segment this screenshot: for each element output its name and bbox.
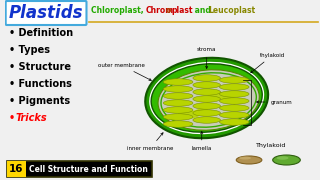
- Ellipse shape: [193, 110, 220, 116]
- Ellipse shape: [220, 119, 249, 125]
- Ellipse shape: [193, 89, 220, 95]
- FancyBboxPatch shape: [7, 161, 26, 177]
- Ellipse shape: [277, 156, 288, 160]
- Ellipse shape: [239, 156, 251, 159]
- Ellipse shape: [220, 98, 249, 104]
- Text: • Functions: • Functions: [9, 79, 71, 89]
- Ellipse shape: [193, 75, 220, 81]
- Ellipse shape: [163, 79, 193, 85]
- Text: •: •: [9, 113, 18, 123]
- Text: Chrom: Chrom: [146, 6, 174, 15]
- Text: Thylakoid: Thylakoid: [256, 143, 286, 147]
- Text: o: o: [165, 6, 171, 15]
- Ellipse shape: [220, 77, 249, 83]
- Text: stroma: stroma: [197, 47, 216, 68]
- Text: 16: 16: [9, 164, 24, 174]
- Ellipse shape: [163, 93, 193, 99]
- Ellipse shape: [193, 103, 220, 109]
- Text: • Definition: • Definition: [9, 28, 73, 38]
- Text: lamella: lamella: [192, 132, 212, 150]
- Ellipse shape: [163, 86, 193, 92]
- Text: • Pigments: • Pigments: [9, 96, 70, 106]
- Ellipse shape: [145, 58, 268, 138]
- FancyBboxPatch shape: [6, 1, 86, 25]
- Text: Cell Structure and Function: Cell Structure and Function: [29, 165, 148, 174]
- Text: Tricks: Tricks: [16, 113, 47, 123]
- Ellipse shape: [236, 156, 262, 164]
- Ellipse shape: [193, 82, 220, 88]
- Ellipse shape: [163, 100, 193, 106]
- Text: plast: plast: [171, 6, 193, 15]
- Ellipse shape: [163, 107, 193, 113]
- Ellipse shape: [193, 96, 220, 102]
- Text: Plastids: Plastids: [9, 4, 83, 22]
- Ellipse shape: [163, 121, 193, 127]
- Text: and: and: [192, 6, 213, 15]
- Text: • Structure: • Structure: [9, 62, 71, 72]
- Ellipse shape: [220, 84, 249, 90]
- Text: granum: granum: [257, 100, 292, 105]
- Ellipse shape: [220, 91, 249, 97]
- Text: Leucoplast: Leucoplast: [209, 6, 256, 15]
- Text: • Types: • Types: [9, 45, 50, 55]
- FancyBboxPatch shape: [7, 161, 153, 177]
- Ellipse shape: [158, 70, 259, 130]
- Text: outer membrane: outer membrane: [98, 62, 151, 80]
- Text: thylakoid: thylakoid: [251, 53, 285, 73]
- Ellipse shape: [273, 155, 300, 165]
- Ellipse shape: [151, 64, 262, 132]
- Ellipse shape: [161, 73, 256, 127]
- Text: Chloroplast,: Chloroplast,: [92, 6, 147, 15]
- Ellipse shape: [149, 62, 264, 134]
- Text: inner membrane: inner membrane: [127, 133, 174, 150]
- Ellipse shape: [193, 117, 220, 123]
- Ellipse shape: [220, 105, 249, 111]
- Ellipse shape: [220, 112, 249, 118]
- Ellipse shape: [163, 114, 193, 120]
